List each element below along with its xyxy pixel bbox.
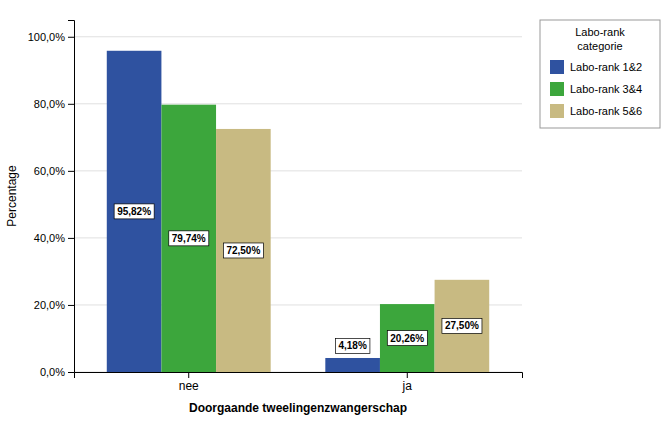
tick-label: ja xyxy=(402,379,413,393)
tick-label: 20,0% xyxy=(34,299,65,311)
data-label: 20,26% xyxy=(387,331,427,346)
plot: 0,0% 20,0% 40,0% 60,0% 80,0% 100,0% nee ja Doorg… xyxy=(5,21,523,416)
tick: 60,0% xyxy=(34,165,74,177)
tick-mark xyxy=(407,372,408,378)
data-label: 79,74% xyxy=(169,231,209,246)
series xyxy=(107,51,380,372)
x-axis: nee ja xyxy=(75,372,523,393)
label-box xyxy=(335,338,369,353)
tick-mark xyxy=(68,37,74,38)
tick-mark xyxy=(68,171,74,172)
legend-swatch xyxy=(550,60,564,74)
legend-label: Labo-rank 5&6 xyxy=(570,105,642,117)
legend-label: Labo-rank 1&2 xyxy=(570,61,642,73)
tick: 100,0% xyxy=(28,31,74,43)
x-axis-title: Doorgaande tweelingenzwangerschap xyxy=(189,401,407,415)
data-label-text: 72,50% xyxy=(226,245,260,256)
legend-item: Labo-rank 5&6 xyxy=(550,104,642,118)
bar xyxy=(380,304,435,372)
data-label: 27,50% xyxy=(442,318,482,333)
chart: 0,0% 20,0% 40,0% 60,0% 80,0% 100,0% nee ja Doorg… xyxy=(0,0,672,424)
label-box xyxy=(442,318,482,333)
bar xyxy=(107,51,162,372)
series xyxy=(161,105,434,372)
grid xyxy=(74,37,522,372)
tick-label: 0,0% xyxy=(40,366,65,378)
data-label: 4,18% xyxy=(335,338,369,353)
label-box xyxy=(387,331,427,346)
tick-label: 80,0% xyxy=(34,98,65,110)
bar xyxy=(435,280,490,372)
grid-line xyxy=(74,36,522,37)
data-label-text: 20,26% xyxy=(390,333,424,344)
bar xyxy=(216,129,271,372)
data-label: 95,82% xyxy=(114,204,154,219)
axis-line xyxy=(75,373,523,379)
tick-mark xyxy=(188,372,189,378)
label-box xyxy=(114,204,154,219)
tick: nee xyxy=(179,372,199,393)
legend-item: Labo-rank 1&2 xyxy=(550,60,642,74)
legend-item: Labo-rank 3&4 xyxy=(550,82,642,96)
legend-swatch xyxy=(550,104,564,118)
data-labels: 95,82% 4,18% 79,74% 20,26% 72,50% 27,50% xyxy=(114,204,482,354)
bar xyxy=(325,358,380,372)
tick: 80,0% xyxy=(34,98,74,110)
tick: 20,0% xyxy=(34,299,74,311)
legend-label: Labo-rank 3&4 xyxy=(570,83,642,95)
tick: 40,0% xyxy=(34,232,74,244)
tick-mark xyxy=(68,104,74,105)
tick-label: nee xyxy=(179,379,199,393)
tick-label: 100,0% xyxy=(28,31,66,43)
label-box xyxy=(169,231,209,246)
tick: 0,0% xyxy=(40,366,74,378)
label-box xyxy=(223,243,263,258)
tick-label: 60,0% xyxy=(34,165,65,177)
data-label-text: 27,50% xyxy=(445,320,479,331)
series xyxy=(216,129,489,372)
legend: Labo-rankcategorie Labo-rank 1&2 Labo-rank… xyxy=(540,20,660,128)
data-label-text: 4,18% xyxy=(338,340,366,351)
bar xyxy=(161,105,216,372)
tick-mark xyxy=(68,238,74,239)
data-label-text: 95,82% xyxy=(117,206,151,217)
legend-title: Labo-rankcategorie xyxy=(575,26,625,52)
axis-line xyxy=(68,21,75,373)
data-label: 72,50% xyxy=(223,243,263,258)
tick-mark xyxy=(68,372,74,373)
y-axis: 0,0% 20,0% 40,0% 60,0% 80,0% 100,0% xyxy=(28,21,75,379)
tick: ja xyxy=(402,372,413,393)
legend-frame xyxy=(540,20,660,128)
bars xyxy=(107,51,489,372)
legend-swatch xyxy=(550,82,564,96)
tick-mark xyxy=(68,305,74,306)
y-axis-title: Percentage xyxy=(5,165,19,227)
tick-label: 40,0% xyxy=(34,232,65,244)
data-label-text: 79,74% xyxy=(172,233,206,244)
